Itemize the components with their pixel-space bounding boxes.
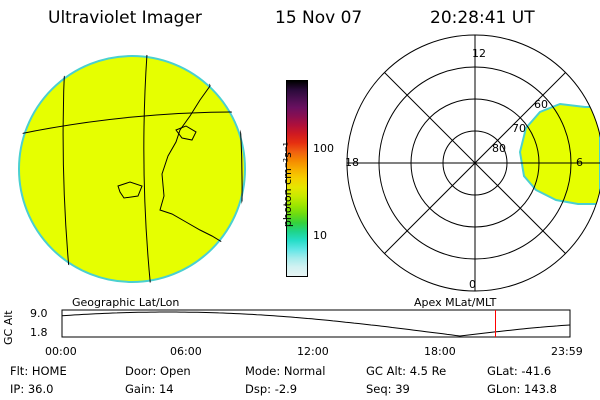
status-gain: Gain: 14 <box>125 382 174 396</box>
geo-map-label: Geographic Lat/Lon <box>72 296 180 309</box>
colorbar <box>286 80 308 277</box>
orbit-ytick-min: 1.8 <box>30 326 48 339</box>
orbit-xtick: 23:59 <box>551 345 583 358</box>
status-dsp: Dsp: -2.9 <box>245 382 298 396</box>
orbit-xtick: 18:00 <box>424 345 456 358</box>
lat-label-60: 60 <box>534 98 548 111</box>
date-label: 15 Nov 07 <box>275 8 363 28</box>
status-glon: GLon: 143.8 <box>487 382 557 396</box>
orbit-xtick: 06:00 <box>170 345 202 358</box>
time-label: 20:28:41 UT <box>430 8 535 28</box>
status-ip: IP: 36.0 <box>10 382 54 396</box>
lat-label-70: 70 <box>512 122 526 135</box>
instrument-title: Ultraviolet Imager <box>48 8 202 28</box>
status-flt: Flt: HOME <box>10 364 67 378</box>
lat-label-80: 80 <box>492 142 506 155</box>
orbit-ytick-max: 9.0 <box>30 307 48 320</box>
status-gc-alt: GC Alt: 4.5 Re <box>366 364 447 378</box>
status-seq: Seq: 39 <box>366 382 410 396</box>
polar-map-label: Apex MLat/MLT <box>414 296 497 309</box>
colorbar-tick-10: 10 <box>313 229 327 242</box>
orbit-altitude-curve <box>61 311 571 337</box>
geo-map-disk <box>18 55 246 283</box>
orbit-ylabel: GC Alt <box>2 310 15 345</box>
mlt-label-12: 12 <box>472 47 486 60</box>
status-mode: Mode: Normal <box>245 364 326 378</box>
status-door: Door: Open <box>125 364 191 378</box>
polar-emission-region <box>518 102 600 205</box>
mlt-label-0: 0 <box>469 278 476 291</box>
mlt-label-18: 18 <box>345 156 359 169</box>
mlt-label-6: 6 <box>576 156 583 169</box>
orbit-xtick: 12:00 <box>297 345 329 358</box>
status-glat: GLat: -41.6 <box>487 364 552 378</box>
colorbar-tick-100: 100 <box>313 142 334 155</box>
polar-grid <box>346 34 600 292</box>
orbit-xtick: 00:00 <box>45 345 77 358</box>
